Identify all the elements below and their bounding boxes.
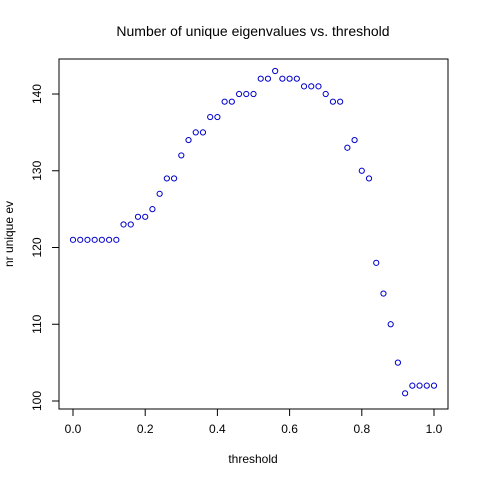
data-point — [156, 190, 163, 197]
data-point — [84, 236, 91, 243]
data-point — [221, 98, 228, 105]
data-point — [91, 236, 98, 243]
data-point — [243, 90, 250, 98]
data-point — [69, 236, 77, 243]
data-point — [308, 83, 315, 90]
data-point — [178, 152, 185, 159]
data-point — [380, 290, 387, 297]
data-point — [98, 236, 105, 243]
data-point — [373, 259, 380, 266]
x-tick-label: 0.4 — [209, 422, 226, 436]
data-point — [394, 359, 401, 366]
data-point — [199, 129, 207, 136]
data-point — [257, 75, 264, 82]
data-point — [113, 236, 120, 243]
data-point — [142, 213, 149, 220]
data-point — [250, 90, 257, 98]
data-point — [207, 113, 214, 121]
data-point — [127, 221, 134, 228]
plot-frame — [58, 58, 449, 410]
y-tick-label: 130 — [30, 160, 44, 180]
data-point — [149, 206, 156, 213]
x-tick-label: 1.0 — [426, 422, 443, 436]
data-point — [235, 90, 243, 98]
y-tick-label: 110 — [30, 314, 44, 333]
data-point — [344, 144, 351, 151]
data-point — [358, 167, 365, 174]
data-point — [351, 136, 358, 144]
y-axis-label: nr unique ev — [2, 201, 16, 267]
data-point — [170, 175, 178, 182]
x-tick-label: 0.0 — [65, 422, 82, 436]
data-point — [402, 390, 409, 397]
data-points — [69, 67, 438, 397]
data-point — [329, 98, 337, 105]
chart-title: Number of unique eigenvalues vs. thresho… — [116, 23, 389, 39]
data-point — [264, 75, 272, 82]
y-axis: 100 110 120 130 140 — [30, 84, 60, 411]
data-point — [416, 382, 423, 389]
data-point — [279, 75, 286, 82]
x-tick-label: 0.6 — [281, 422, 298, 436]
data-point — [106, 236, 113, 243]
data-point — [192, 129, 199, 136]
data-point — [214, 113, 221, 121]
data-point — [430, 382, 438, 389]
x-tick-label: 0.8 — [353, 422, 370, 436]
x-axis-label: threshold — [228, 452, 277, 466]
data-point — [365, 175, 373, 182]
data-point — [387, 321, 394, 328]
data-point — [228, 98, 235, 105]
data-point — [163, 175, 170, 182]
y-tick-label: 140 — [30, 84, 44, 104]
data-point — [286, 75, 293, 82]
data-point — [409, 382, 416, 389]
y-tick-label: 120 — [30, 237, 44, 257]
data-point — [322, 90, 329, 98]
data-point — [272, 67, 279, 75]
y-tick-label: 100 — [30, 391, 44, 411]
data-point — [77, 236, 84, 243]
data-point — [120, 221, 127, 228]
x-axis: 0.0 0.2 0.4 0.6 0.8 1.0 — [65, 408, 443, 436]
data-point — [134, 213, 142, 220]
data-point — [293, 75, 300, 82]
x-tick-label: 0.2 — [137, 422, 154, 436]
data-point — [315, 83, 322, 90]
data-point — [300, 83, 308, 90]
data-point — [423, 382, 430, 389]
data-point — [185, 136, 192, 144]
data-point — [337, 98, 344, 105]
